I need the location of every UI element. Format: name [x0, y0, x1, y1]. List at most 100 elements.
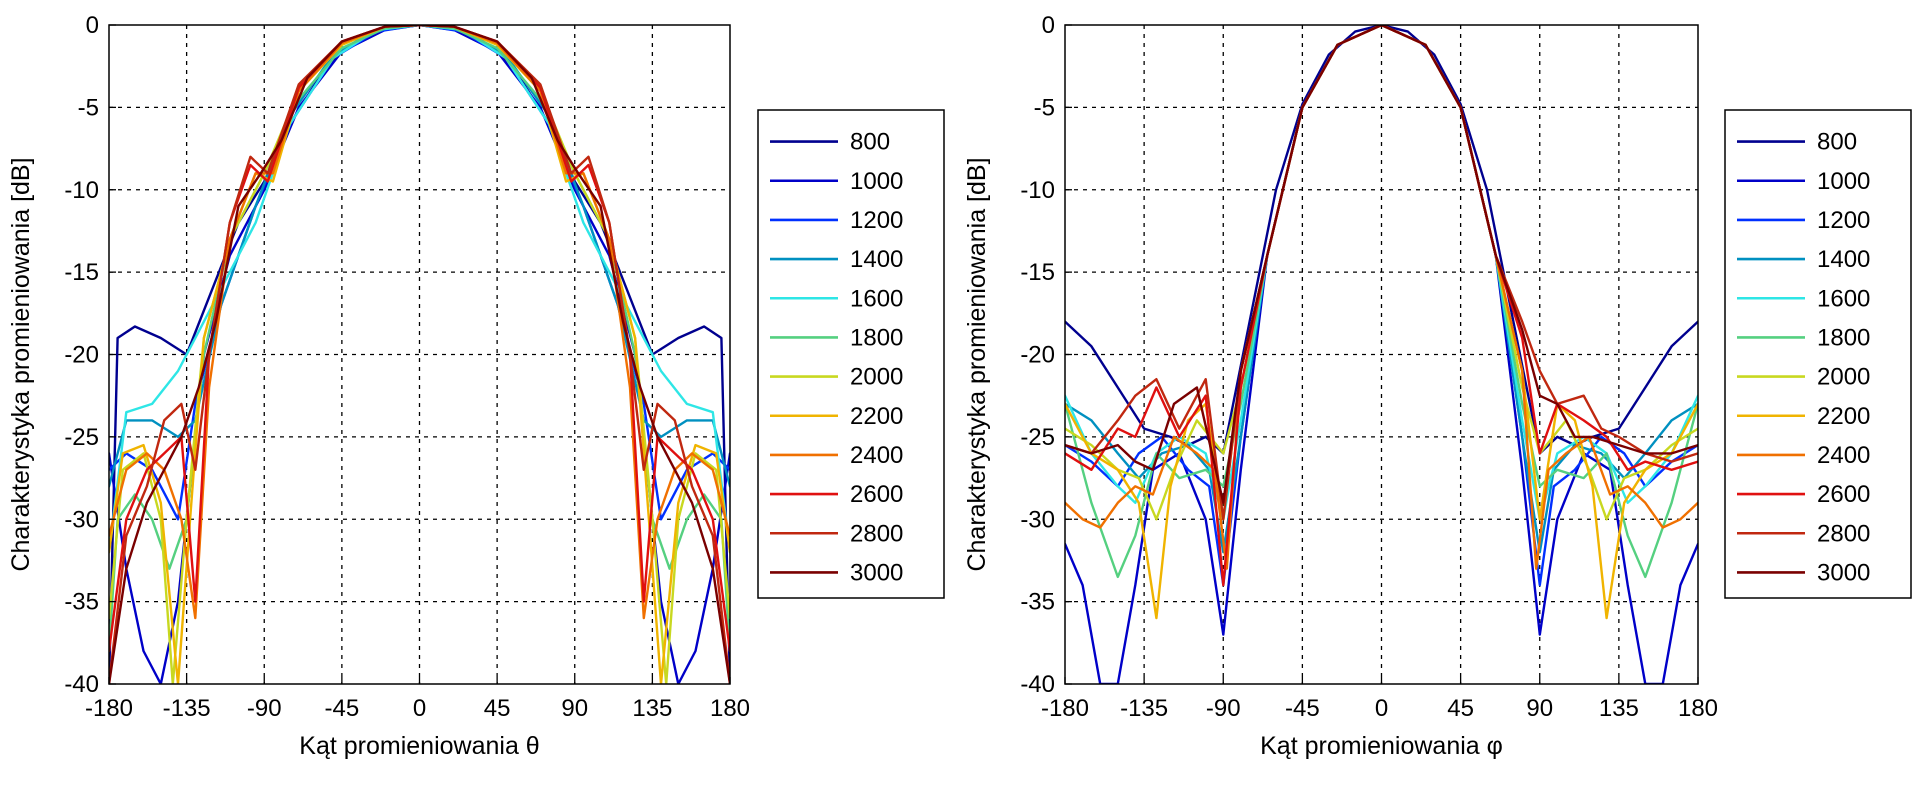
series-line-3000 — [109, 25, 730, 684]
x-tick-label: 0 — [413, 695, 426, 722]
legend-item-2000: 2000 — [1737, 364, 1870, 391]
legend-box — [757, 109, 945, 599]
legend-item-800: 800 — [1737, 129, 1857, 156]
legend-item-1000: 1000 — [1737, 168, 1870, 195]
y-tick-label: -40 — [1020, 671, 1055, 698]
legend-label: 3000 — [850, 559, 903, 586]
x-tick-label: -90 — [1206, 695, 1241, 722]
chart-1: -180 -135 -90 -45 0 45 90 135 1800-5-10-15-20-25… — [7, 12, 945, 760]
y-tick-label: -15 — [1020, 259, 1055, 286]
y-tick-label: 0 — [86, 12, 99, 39]
series-line-2400 — [1065, 25, 1698, 570]
series-line-3000 — [1065, 25, 1698, 504]
legend-item-800: 800 — [770, 129, 890, 156]
x-tick-label: -180 — [85, 695, 133, 722]
legend-label: 2400 — [850, 442, 903, 469]
y-tick-label: -30 — [64, 506, 99, 533]
x-tick-label: -90 — [247, 695, 282, 722]
legend-item-1800: 1800 — [770, 324, 903, 351]
legend-item-1400: 1400 — [1737, 246, 1870, 273]
tick-labels: -180 -135 -90 -45 0 45 90 135 180 0 -5 -10 -15 -20 -25… — [1020, 12, 1718, 722]
series-line-1000 — [1065, 25, 1698, 684]
legend: 800 1000 1200 1400 1600 1800 2000 2200 2400 2600 2… — [1724, 109, 1912, 599]
legend-label: 2600 — [1817, 481, 1870, 508]
y-tick-label: -20 — [1020, 342, 1055, 369]
chart-2: -180 -135 -90 -45 0 45 90 135 1800-5-10-15-20-25… — [963, 12, 1912, 760]
x-tick-label: -45 — [325, 695, 360, 722]
legend-label: 1000 — [1817, 168, 1870, 195]
series-line-1400 — [1065, 25, 1698, 554]
x-tick-label: 90 — [561, 695, 588, 722]
legend-label: 2800 — [850, 520, 903, 547]
legend-item-2400: 2400 — [770, 442, 903, 469]
legend-item-1800: 1800 — [1737, 324, 1870, 351]
series-line-2000 — [1065, 25, 1698, 521]
series-line-1600 — [109, 25, 730, 554]
legend-label: 2200 — [1817, 403, 1870, 430]
legend-label: 2600 — [850, 481, 903, 508]
y-tick-label: -10 — [64, 177, 99, 204]
x-tick-label: 0 — [1375, 695, 1388, 722]
legend-item-2600: 2600 — [1737, 481, 1870, 508]
x-tick-label: 90 — [1526, 695, 1553, 722]
y-tick-label: -35 — [64, 589, 99, 616]
legend-item-2800: 2800 — [1737, 520, 1870, 547]
legend-label: 2200 — [850, 403, 903, 430]
legend-item-1600: 1600 — [770, 285, 903, 312]
x-tick-label: 180 — [1678, 695, 1718, 722]
series-line-2600 — [1065, 25, 1698, 587]
legend-label: 1800 — [1817, 324, 1870, 351]
legend-item-2800: 2800 — [770, 520, 903, 547]
legend-label: 1600 — [1817, 285, 1870, 312]
legend-item-2400: 2400 — [1737, 442, 1870, 469]
legend-label: 1400 — [850, 246, 903, 273]
x-axis-label: Kąt promieniowania φ — [1260, 732, 1503, 760]
legend-label: 800 — [1817, 129, 1857, 156]
legend-label: 1800 — [850, 324, 903, 351]
y-tick-label: -35 — [1020, 589, 1055, 616]
tick-labels: -180 -135 -90 -45 0 45 90 135 180 0 -5 -10 -15 -20 -25… — [64, 12, 750, 722]
legend-label: 1400 — [1817, 246, 1870, 273]
y-tick-label: -25 — [1020, 424, 1055, 451]
series-group — [1065, 25, 1698, 684]
legend-item-2200: 2200 — [770, 403, 903, 430]
y-axis-label: Charakterystyka promieniowania [dB] — [7, 157, 35, 571]
legend-item-1000: 1000 — [770, 168, 903, 195]
series-line-2200 — [1065, 25, 1698, 620]
legend-item-1400: 1400 — [770, 246, 903, 273]
legend-label: 2000 — [1817, 364, 1870, 391]
y-tick-label: -40 — [64, 671, 99, 698]
x-tick-label: 45 — [1447, 695, 1474, 722]
x-axis-label: Kąt promieniowania θ — [299, 732, 539, 760]
y-tick-label: 0 — [1042, 12, 1055, 39]
series-line-2400 — [109, 25, 730, 620]
legend-label: 3000 — [1817, 559, 1870, 586]
legend-item-2200: 2200 — [1737, 403, 1870, 430]
x-tick-label: 135 — [1599, 695, 1639, 722]
legend-label: 2800 — [1817, 520, 1870, 547]
legend-item-1200: 1200 — [1737, 207, 1870, 234]
legend-label: 1200 — [850, 207, 903, 234]
x-tick-label: -135 — [1120, 695, 1168, 722]
x-tick-label: 45 — [484, 695, 511, 722]
legend-item-3000: 3000 — [1737, 559, 1870, 586]
series-line-2600 — [109, 25, 730, 653]
legend-item-1200: 1200 — [770, 207, 903, 234]
series-line-1800 — [1065, 25, 1698, 579]
y-tick-label: -5 — [78, 94, 99, 121]
legend-item-2000: 2000 — [770, 364, 903, 391]
x-tick-label: -180 — [1041, 695, 1089, 722]
x-tick-label: 180 — [710, 695, 750, 722]
series-line-2800 — [1065, 25, 1698, 521]
legend-item-3000: 3000 — [770, 559, 903, 586]
series-line-1200 — [109, 25, 730, 521]
x-tick-label: -45 — [1285, 695, 1320, 722]
legend-label: 1200 — [1817, 207, 1870, 234]
series-line-800 — [109, 25, 730, 684]
series-line-1800 — [109, 25, 730, 653]
legend-box — [1724, 109, 1912, 599]
series-line-1200 — [1065, 25, 1698, 587]
series-line-2200 — [109, 25, 730, 684]
